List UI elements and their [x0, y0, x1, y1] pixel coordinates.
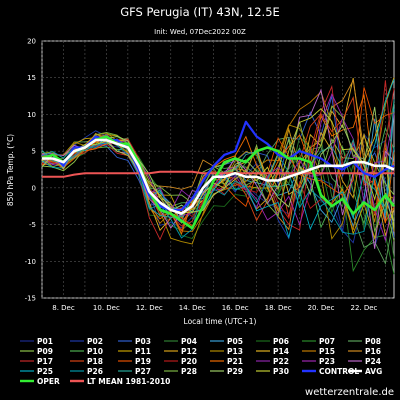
series-line-oper	[41, 135, 396, 230]
y-tick-label: -10	[25, 258, 36, 266]
legend-item-p27: P27	[135, 367, 151, 376]
legend-item-p08: P08	[365, 337, 381, 346]
x-axis-label: Local time (UTC+1)	[184, 317, 257, 326]
x-tick-label: 22. Dec	[350, 304, 377, 312]
legend-item-p28: P28	[181, 367, 197, 376]
legend-item-p22: P22	[273, 357, 289, 366]
legend-item-p29: P29	[227, 367, 243, 376]
legend-item-p21: P21	[227, 357, 243, 366]
x-tick-label: 10. Dec	[93, 304, 120, 312]
chart-init-subtitle: Init: Wed, 07Dec2022 00Z	[154, 28, 246, 36]
chart-title: GFS Perugia (IT) 43N, 12.5E	[120, 5, 280, 19]
legend-item-p02: P02	[87, 337, 103, 346]
legend-item-p19: P19	[135, 357, 151, 366]
legend-item-p25: P25	[37, 367, 53, 376]
legend-item-p03: P03	[135, 337, 151, 346]
legend-item-avg: AVG	[365, 367, 382, 376]
legend-item-p30: P30	[273, 367, 289, 376]
series-line-p21	[41, 94, 395, 236]
y-tick-label: 20	[27, 38, 36, 46]
series-line-avg	[42, 138, 395, 215]
y-tick-label: 0	[32, 184, 36, 192]
legend-item-p09: P09	[37, 347, 53, 356]
x-tick-label: 16. Dec	[222, 304, 249, 312]
legend-item-p16: P16	[365, 347, 381, 356]
x-tick-label: 8. Dec	[52, 304, 75, 312]
legend-item-p20: P20	[181, 357, 197, 366]
series-line-p30	[41, 108, 395, 231]
y-tick-label: -5	[29, 221, 36, 229]
x-tick-label: 14. Dec	[179, 304, 206, 312]
legend-item-p06: P06	[273, 337, 289, 346]
legend-item-p10: P10	[87, 347, 103, 356]
legend-item-p07: P07	[319, 337, 335, 346]
legend-item-p18: P18	[87, 357, 103, 366]
y-tick-label: 5	[32, 148, 36, 156]
legend-item-p12: P12	[181, 347, 197, 356]
legend-item-p15: P15	[319, 347, 335, 356]
y-tick-label: 10	[27, 111, 36, 119]
legend-item-oper: OPER	[37, 377, 60, 386]
x-tick-label: 18. Dec	[265, 304, 292, 312]
legend-item-p17: P17	[37, 357, 53, 366]
x-tick-label: 20. Dec	[308, 304, 335, 312]
legend-item-control: CONTROL	[319, 367, 359, 376]
series-line-p26	[41, 139, 395, 239]
x-tick-label: 12. Dec	[136, 304, 163, 312]
legend-item-p11: P11	[135, 347, 151, 356]
legend-item-p13: P13	[227, 347, 243, 356]
legend-item-lt-mean-1981-2010: LT MEAN 1981-2010	[87, 377, 170, 386]
legend-item-p24: P24	[365, 357, 381, 366]
y-axis-label: 850 hPa Temp. (°C)	[6, 134, 15, 206]
y-tick-label: 15	[27, 74, 36, 82]
legend-item-p05: P05	[227, 337, 243, 346]
watermark: wetterzentrale.de	[305, 387, 394, 398]
legend-item-p26: P26	[87, 367, 103, 376]
legend-item-p23: P23	[319, 357, 335, 366]
legend-item-p01: P01	[37, 337, 53, 346]
plot-area: -15 -10 -5 0 5 10 15 20 8. Dec 10. Dec 12. Dec 14. …	[25, 38, 396, 312]
legend-item-p14: P14	[273, 347, 289, 356]
y-tick-label: -15	[25, 295, 36, 303]
legend-item-p04: P04	[181, 337, 197, 346]
